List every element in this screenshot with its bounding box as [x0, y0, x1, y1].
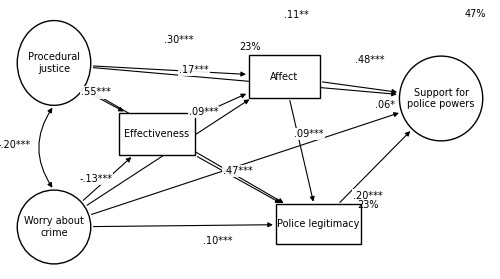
Text: 47%: 47%: [464, 9, 486, 19]
Text: .11**: .11**: [284, 10, 309, 20]
Text: .20***: .20***: [353, 191, 382, 201]
Text: Worry about
crime: Worry about crime: [24, 216, 84, 238]
Text: .47***: .47***: [223, 166, 252, 176]
Text: Support for
police powers: Support for police powers: [408, 88, 475, 109]
Ellipse shape: [400, 56, 483, 141]
Text: 23%: 23%: [240, 42, 261, 52]
Text: .30***: .30***: [164, 35, 194, 45]
Ellipse shape: [17, 190, 91, 264]
Text: .06*: .06*: [375, 100, 395, 110]
Text: .10***: .10***: [204, 236, 233, 246]
Text: .17***: .17***: [179, 65, 208, 75]
Text: .48***: .48***: [356, 55, 385, 65]
Text: 23%: 23%: [357, 200, 378, 210]
FancyBboxPatch shape: [249, 56, 320, 98]
Text: .09***: .09***: [294, 129, 324, 139]
Text: Police legitimacy: Police legitimacy: [278, 219, 360, 229]
Text: Affect: Affect: [270, 72, 298, 82]
FancyBboxPatch shape: [119, 113, 195, 155]
Text: .09***: .09***: [188, 107, 218, 117]
Text: Effectiveness: Effectiveness: [124, 129, 190, 139]
Text: .55***: .55***: [81, 88, 110, 97]
Text: -.20***: -.20***: [0, 140, 30, 150]
Text: -.13***: -.13***: [79, 174, 112, 184]
Text: Procedural
justice: Procedural justice: [28, 52, 80, 74]
FancyBboxPatch shape: [276, 205, 362, 244]
Ellipse shape: [17, 21, 91, 105]
